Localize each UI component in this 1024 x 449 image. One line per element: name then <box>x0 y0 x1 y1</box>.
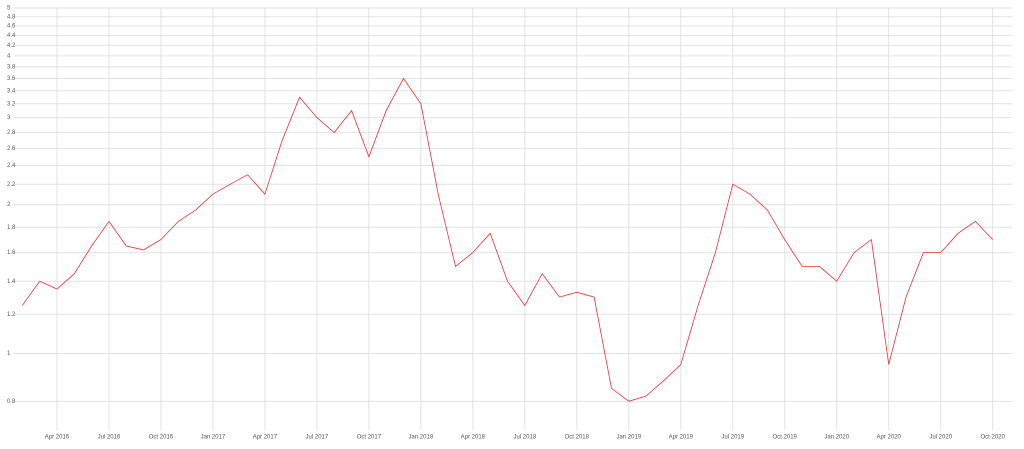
y-tick-label: 4 <box>7 53 11 59</box>
y-tick-label: 3.6 <box>7 76 16 82</box>
x-tick-label: Jul 2018 <box>513 435 536 441</box>
x-tick-label: Apr 2017 <box>253 435 278 441</box>
x-tick-label: Apr 2019 <box>669 435 694 441</box>
y-tick-label: 2 <box>7 202 11 208</box>
x-tick-label: Jan 2017 <box>201 435 226 441</box>
y-tick-label: 1.6 <box>7 250 16 256</box>
y-tick-label: 2.4 <box>7 163 16 169</box>
x-tick-label: Oct 2019 <box>773 435 798 441</box>
y-tick-label: 1.4 <box>7 279 16 285</box>
x-tick-label: Oct 2017 <box>357 435 382 441</box>
y-tick-label: 4.8 <box>7 14 16 20</box>
y-tick-label: 0.8 <box>7 399 16 405</box>
x-tick-label: Apr 2018 <box>461 435 486 441</box>
y-tick-label: 1.2 <box>7 312 16 318</box>
x-tick-label: Apr 2020 <box>877 435 902 441</box>
x-tick-label: Jan 2020 <box>824 435 849 441</box>
y-tick-label: 3.4 <box>7 88 16 94</box>
y-tick-label: 2.2 <box>7 182 16 188</box>
y-tick-label: 2.6 <box>7 146 16 152</box>
x-tick-label: Jan 2018 <box>409 435 434 441</box>
x-tick-label: Jul 2017 <box>306 435 329 441</box>
x-tick-label: Oct 2020 <box>980 435 1005 441</box>
y-tick-label: 2.8 <box>7 130 16 136</box>
y-tick-label: 4.2 <box>7 43 16 49</box>
x-tick-label: Oct 2016 <box>149 435 174 441</box>
x-tick-label: Jul 2019 <box>721 435 744 441</box>
x-tick-label: Jan 2019 <box>616 435 641 441</box>
y-tick-label: 4.6 <box>7 23 16 29</box>
y-tick-label: 5 <box>7 6 11 12</box>
y-tick-label: 3.8 <box>7 64 16 70</box>
y-tick-label: 1 <box>7 351 11 357</box>
x-tick-label: Jul 2020 <box>929 435 952 441</box>
line <box>21 77 993 402</box>
x-tick-label: Oct 2018 <box>565 435 590 441</box>
y-tick-label: 3 <box>7 115 11 121</box>
x-tick-label: Apr 2016 <box>45 435 70 441</box>
x-tick-label: Jul 2016 <box>98 435 121 441</box>
y-tick-label: 4.4 <box>7 33 16 39</box>
y-tick-label: 3.2 <box>7 101 16 107</box>
y-tick-label: 1.8 <box>7 225 16 231</box>
